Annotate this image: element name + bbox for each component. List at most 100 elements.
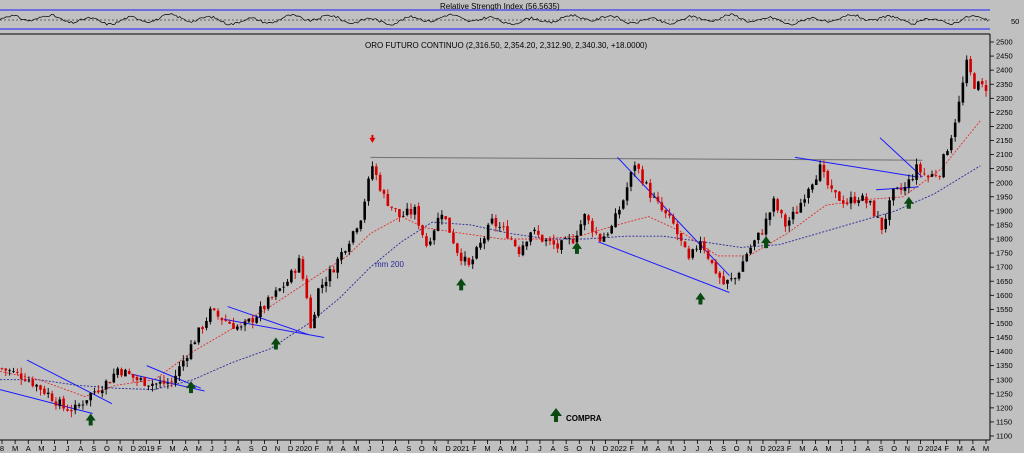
candle-body <box>483 238 486 244</box>
candle-body <box>486 224 490 240</box>
candle-body <box>444 216 448 220</box>
candle-body <box>768 212 772 220</box>
y-tick-label: 1200 <box>996 403 1013 412</box>
candle-body <box>591 220 594 232</box>
candle-body <box>872 200 876 217</box>
x-tick-label: J <box>853 444 857 453</box>
candle-body <box>865 196 868 204</box>
candle-body <box>216 310 220 317</box>
candle-body <box>382 190 386 194</box>
candle-body <box>672 216 675 224</box>
candle-body <box>363 201 366 220</box>
candle-body <box>895 187 899 189</box>
candle-body <box>471 259 475 265</box>
x-tick-label: M <box>511 444 517 453</box>
x-tick-label: J <box>53 444 57 453</box>
y-tick-label: 1650 <box>996 277 1013 286</box>
candle-body <box>540 234 544 242</box>
x-tick-label: 2022 <box>610 444 627 453</box>
candle-body <box>158 381 162 384</box>
candle-body <box>714 261 718 274</box>
candle-body <box>178 366 181 377</box>
candle-body <box>409 209 413 215</box>
candle-body <box>903 186 907 191</box>
candle-body <box>112 373 116 383</box>
y-tick-label: 2200 <box>996 122 1013 131</box>
x-tick-label: M <box>957 444 963 453</box>
trendline <box>598 241 730 293</box>
candle-body <box>579 224 583 236</box>
candle-body <box>100 390 104 394</box>
y-tick-label: 1800 <box>996 235 1013 244</box>
candle-body <box>162 380 166 384</box>
candle-body <box>814 179 818 185</box>
trendline <box>794 156 919 178</box>
x-tick-label: D <box>445 444 451 453</box>
candle-body <box>965 59 969 84</box>
candle-body <box>421 225 424 236</box>
candle-body <box>791 211 795 220</box>
candle-body <box>405 208 409 215</box>
candle-body <box>374 166 378 175</box>
candle-body <box>428 241 432 245</box>
candle-body <box>922 173 926 175</box>
y-tick-label: 1500 <box>996 319 1013 328</box>
x-tick-label: M <box>668 444 674 453</box>
x-tick-label: A <box>708 444 713 453</box>
candle-body <box>915 164 918 180</box>
candle-body <box>274 290 278 297</box>
candle-body <box>77 404 81 407</box>
candle-body <box>911 179 915 180</box>
candle-body <box>807 188 810 198</box>
candle-body <box>243 321 247 326</box>
candle-body <box>664 210 668 214</box>
candle-body <box>668 213 671 216</box>
x-tick-label: S <box>249 444 254 453</box>
candle-body <box>969 58 972 73</box>
y-tick-label: 2050 <box>996 164 1013 173</box>
candle-body <box>282 286 285 288</box>
candle-body <box>548 238 552 241</box>
candle-body <box>236 326 239 330</box>
y-tick-label: 1350 <box>996 361 1013 370</box>
candle-body <box>598 233 602 242</box>
candle-body <box>537 230 540 235</box>
candle-body <box>787 220 791 226</box>
candle-body <box>197 327 201 343</box>
candle-body <box>247 318 251 322</box>
y-tick-label: 2250 <box>996 108 1013 117</box>
candle-body <box>803 199 806 203</box>
candle-body <box>606 234 610 236</box>
candle-body <box>695 248 698 250</box>
y-tick-label: 1100 <box>996 432 1012 441</box>
x-tick-label: J <box>367 444 371 453</box>
candle-body <box>683 241 687 248</box>
candle-body <box>737 272 741 279</box>
x-tick-label: F <box>787 444 792 453</box>
candle-body <box>506 226 509 239</box>
x-tick-label: F <box>472 444 477 453</box>
candle-body <box>166 382 170 384</box>
rsi-path <box>0 13 989 26</box>
candle-body <box>209 308 212 322</box>
candle-body <box>39 385 42 390</box>
candle-body <box>556 243 559 249</box>
candle-body <box>980 81 984 85</box>
candle-body <box>919 164 922 173</box>
candle-body <box>757 232 760 240</box>
candle-body <box>340 252 343 260</box>
candle-body <box>946 151 949 156</box>
candle-body <box>633 165 637 171</box>
x-tick-label: O <box>734 444 740 453</box>
candle-body <box>930 174 934 177</box>
candle-body <box>652 196 656 198</box>
y-axis: 1100 1150 1200 1250 1300 1350 1400 1450 1500 1550… <box>990 38 1013 441</box>
candle-body <box>679 232 683 241</box>
y-tick-label: 1250 <box>996 389 1013 398</box>
candle-body <box>841 200 845 204</box>
candle-body <box>432 230 436 241</box>
y-tick-label: 1950 <box>996 192 1013 201</box>
candle-body <box>838 191 841 201</box>
candle-body <box>108 382 112 384</box>
